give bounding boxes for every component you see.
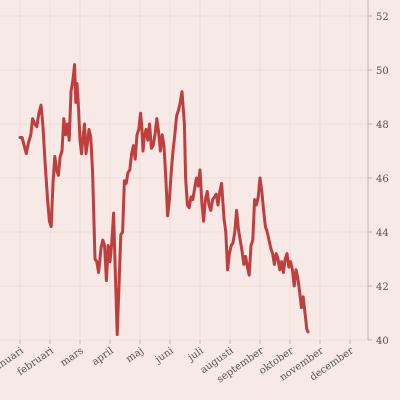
y-tick-label: 44 (376, 228, 389, 239)
y-tick-label: 40 (376, 336, 389, 347)
x-tick-label: mars (59, 345, 86, 369)
x-tick-label: maj (124, 345, 146, 365)
y-tick-label: 52 (376, 12, 389, 23)
x-tick-label: juli (186, 345, 206, 364)
y-tick-label: 50 (376, 66, 389, 77)
series-line (18, 63, 310, 337)
x-tick-label: juni (153, 345, 176, 366)
y-tick-label: 42 (376, 282, 389, 293)
y-axis (19, 0, 372, 344)
series-layer (18, 63, 310, 337)
x-tick-label: april (90, 345, 116, 368)
y-tick-labels: 40 42 44 46 48 50 52 (376, 12, 389, 347)
y-tick-label: 48 (376, 120, 389, 131)
y-tick-label: 46 (376, 174, 389, 185)
